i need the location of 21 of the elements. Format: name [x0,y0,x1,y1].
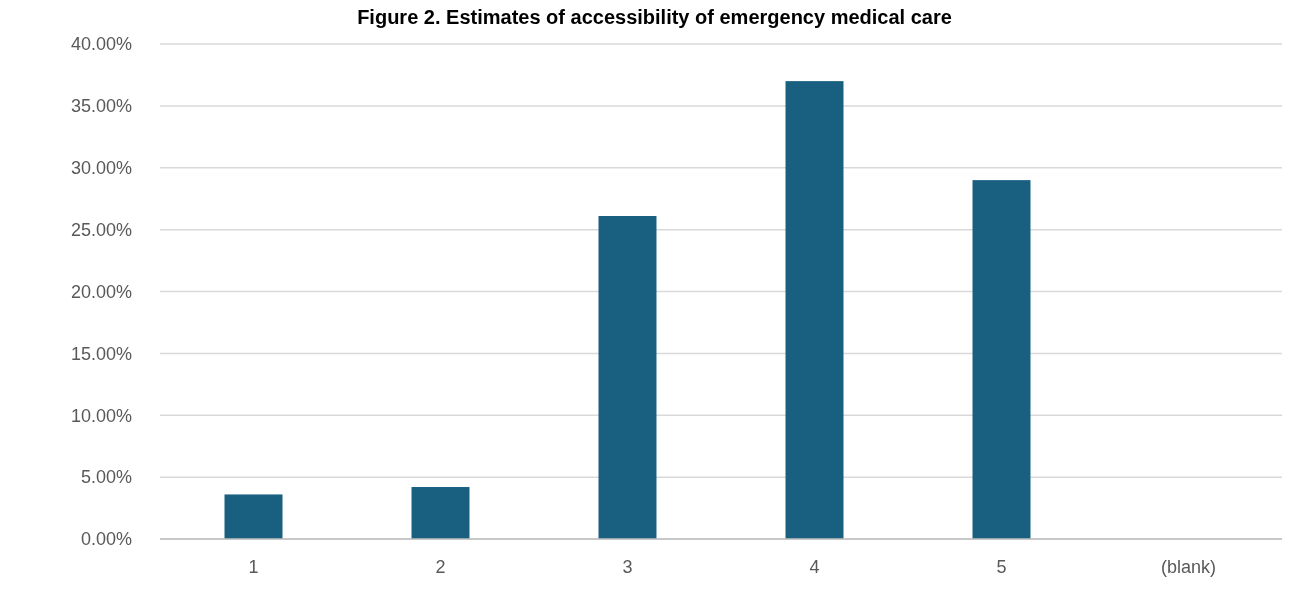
y-tick-label: 40.00% [70,34,132,55]
y-tick-label: 0.00% [80,529,132,550]
y-tick-label: 5.00% [80,467,132,488]
bar [598,216,657,539]
bar [972,180,1031,539]
x-tick-label: 1 [248,557,259,577]
x-tick-label: 5 [996,557,1007,577]
y-tick-label: 30.00% [70,158,132,179]
y-tick-label: 20.00% [70,281,132,302]
y-tick-label: 10.00% [70,405,132,426]
x-tick-label: 2 [435,557,446,577]
x-tick-label: (blank) [1160,557,1217,577]
y-tick-label: 25.00% [70,219,132,240]
bar [224,494,283,539]
bar [411,487,470,539]
bar [785,81,844,539]
y-tick-label: 15.00% [70,343,132,364]
y-tick-label: 35.00% [70,96,132,117]
x-tick-label: 3 [622,557,633,577]
chart-title: Figure 2. Estimates of accessibility of emergency medical care [357,6,952,28]
x-tick-label: 4 [809,557,820,577]
